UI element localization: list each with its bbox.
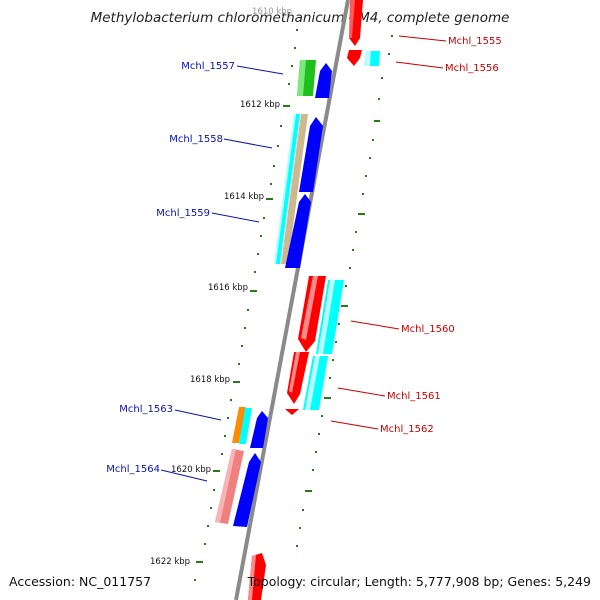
gene-mchl-1559[interactable]	[267, 114, 311, 268]
genome-backbone	[234, 0, 350, 600]
gene-mchl-1556[interactable]	[347, 50, 380, 66]
gene-bottom-red[interactable]	[248, 553, 266, 600]
scale-label: 1618 kbp	[190, 375, 230, 385]
gene-mchl-1563[interactable]	[232, 407, 268, 448]
accession-text: Accession: NC_011757	[9, 574, 152, 589]
gene-label[interactable]: Mchl_1562	[380, 424, 434, 435]
scale-label: 1610 kbp	[252, 7, 292, 17]
gene-mchl-1555[interactable]	[349, 0, 363, 46]
gene-label[interactable]: Mchl_1557	[181, 61, 235, 72]
scale-label: 1620 kbp	[171, 465, 211, 475]
scale-label: 1616 kbp	[208, 283, 248, 293]
gene-label[interactable]: Mchl_1560	[401, 324, 455, 335]
leader-lines	[160, 35, 447, 482]
map-title: Methylobacterium chloromethanicum CM4, c…	[90, 10, 510, 26]
gene-mchl-1560[interactable]	[298, 276, 344, 354]
gene-mchl-1564[interactable]	[215, 449, 261, 527]
gene-label[interactable]: Mchl_1558	[169, 134, 223, 145]
genome-summary-text: Topology: circular; Length: 5,777,908 bp…	[247, 574, 591, 589]
gene-label[interactable]: Mchl_1559	[156, 208, 210, 219]
gene-label[interactable]: Mchl_1556	[445, 63, 499, 74]
outer-scale-ticks	[296, 35, 393, 547]
gene-mchl-1561[interactable]	[287, 352, 328, 410]
gene-mchl-1557[interactable]	[297, 60, 332, 98]
gene-label[interactable]: Mchl_1555	[448, 36, 502, 47]
gene-label[interactable]: Mchl_1564	[106, 464, 160, 475]
gene-mchl-1562[interactable]	[285, 409, 299, 415]
inner-scale-ticks	[194, 29, 298, 581]
gene-label[interactable]: Mchl_1561	[387, 391, 441, 402]
scale-label: 1622 kbp	[150, 557, 190, 567]
gene-mchl-1558[interactable]	[274, 114, 323, 264]
scale-label: 1614 kbp	[224, 192, 264, 202]
gene-label[interactable]: Mchl_1563	[119, 404, 173, 415]
scale-label: 1612 kbp	[240, 100, 280, 110]
